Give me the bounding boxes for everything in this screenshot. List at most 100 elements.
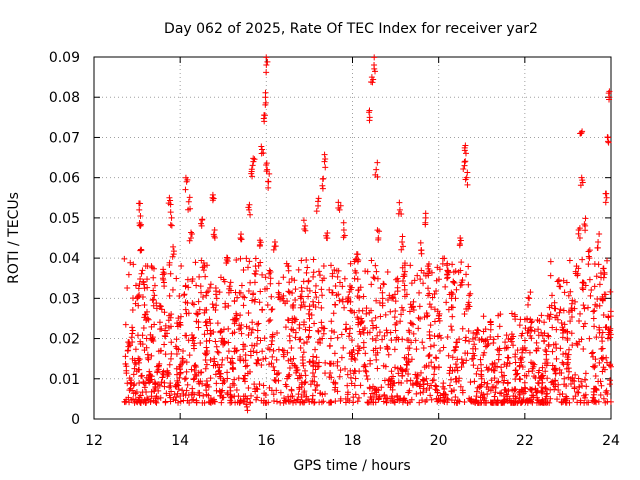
data-point xyxy=(512,376,519,383)
data-point xyxy=(236,326,243,333)
data-point xyxy=(310,256,317,263)
data-point xyxy=(292,362,299,369)
data-point xyxy=(562,396,569,403)
data-point xyxy=(305,277,312,284)
data-point xyxy=(142,263,149,270)
data-point xyxy=(528,327,535,334)
data-point xyxy=(399,264,406,271)
data-point xyxy=(288,344,295,351)
data-point xyxy=(533,339,540,346)
data-point xyxy=(179,387,186,394)
data-point xyxy=(253,349,260,356)
data-point xyxy=(318,286,325,293)
data-point xyxy=(137,213,144,220)
data-point xyxy=(162,322,169,329)
data-point xyxy=(471,341,478,348)
data-point xyxy=(539,388,546,395)
x-tick-label: 24 xyxy=(602,433,620,449)
data-point xyxy=(218,399,225,406)
data-point xyxy=(418,267,425,274)
data-point xyxy=(596,359,603,366)
data-point xyxy=(301,319,308,326)
data-point xyxy=(414,373,421,380)
data-point xyxy=(141,285,148,292)
data-point xyxy=(381,332,388,339)
data-point xyxy=(593,399,600,406)
data-point xyxy=(401,293,408,300)
data-point xyxy=(196,380,203,387)
data-point xyxy=(586,335,593,342)
data-point xyxy=(220,377,227,384)
data-point xyxy=(448,388,455,395)
data-point xyxy=(302,326,309,333)
data-point xyxy=(243,396,250,403)
data-point xyxy=(149,297,156,304)
data-point xyxy=(482,326,489,333)
data-point xyxy=(477,356,484,363)
data-point xyxy=(329,270,336,277)
data-point xyxy=(580,346,587,353)
data-point xyxy=(561,321,568,328)
data-point xyxy=(135,302,142,309)
data-point xyxy=(181,292,188,299)
data-point xyxy=(229,365,236,372)
data-point xyxy=(425,260,432,267)
data-point xyxy=(195,324,202,331)
data-point xyxy=(236,356,243,363)
data-point xyxy=(240,341,247,348)
data-point xyxy=(309,392,316,399)
data-point xyxy=(394,394,401,401)
data-point xyxy=(231,382,238,389)
data-point xyxy=(354,276,361,283)
data-point xyxy=(516,363,523,370)
data-point xyxy=(219,380,226,387)
data-point xyxy=(549,348,556,355)
data-point xyxy=(543,356,550,363)
data-point xyxy=(366,107,373,114)
data-point xyxy=(568,305,575,312)
data-point xyxy=(407,262,414,269)
data-point xyxy=(251,381,258,388)
data-point xyxy=(304,339,311,346)
data-point xyxy=(125,347,132,354)
data-point xyxy=(279,347,286,354)
data-point xyxy=(557,306,564,313)
data-point xyxy=(372,337,379,344)
data-point xyxy=(438,335,445,342)
data-point xyxy=(585,253,592,260)
data-point xyxy=(401,268,408,275)
data-point xyxy=(282,300,289,307)
data-point xyxy=(362,363,369,370)
data-point xyxy=(154,395,161,402)
data-point xyxy=(197,283,204,290)
data-point xyxy=(427,392,434,399)
data-point xyxy=(299,353,306,360)
data-point xyxy=(519,354,526,361)
data-point xyxy=(166,259,173,266)
data-point xyxy=(250,291,257,298)
data-point xyxy=(139,389,146,396)
data-point xyxy=(448,327,455,334)
data-point xyxy=(522,325,529,332)
data-point xyxy=(449,313,456,320)
data-point xyxy=(474,331,481,338)
data-point xyxy=(305,334,312,341)
data-point xyxy=(268,306,275,313)
data-point xyxy=(150,287,157,294)
data-point xyxy=(448,376,455,383)
data-point xyxy=(315,195,322,202)
data-point xyxy=(223,259,230,266)
data-point xyxy=(182,332,189,339)
data-point xyxy=(192,371,199,378)
data-point xyxy=(126,387,133,394)
data-point xyxy=(292,286,299,293)
data-point xyxy=(295,396,302,403)
data-point xyxy=(273,356,280,363)
data-point xyxy=(552,377,559,384)
data-point xyxy=(373,324,380,331)
data-point xyxy=(433,383,440,390)
data-point xyxy=(354,343,361,350)
data-point xyxy=(434,398,441,405)
data-point xyxy=(132,282,139,289)
data-point xyxy=(196,389,203,396)
